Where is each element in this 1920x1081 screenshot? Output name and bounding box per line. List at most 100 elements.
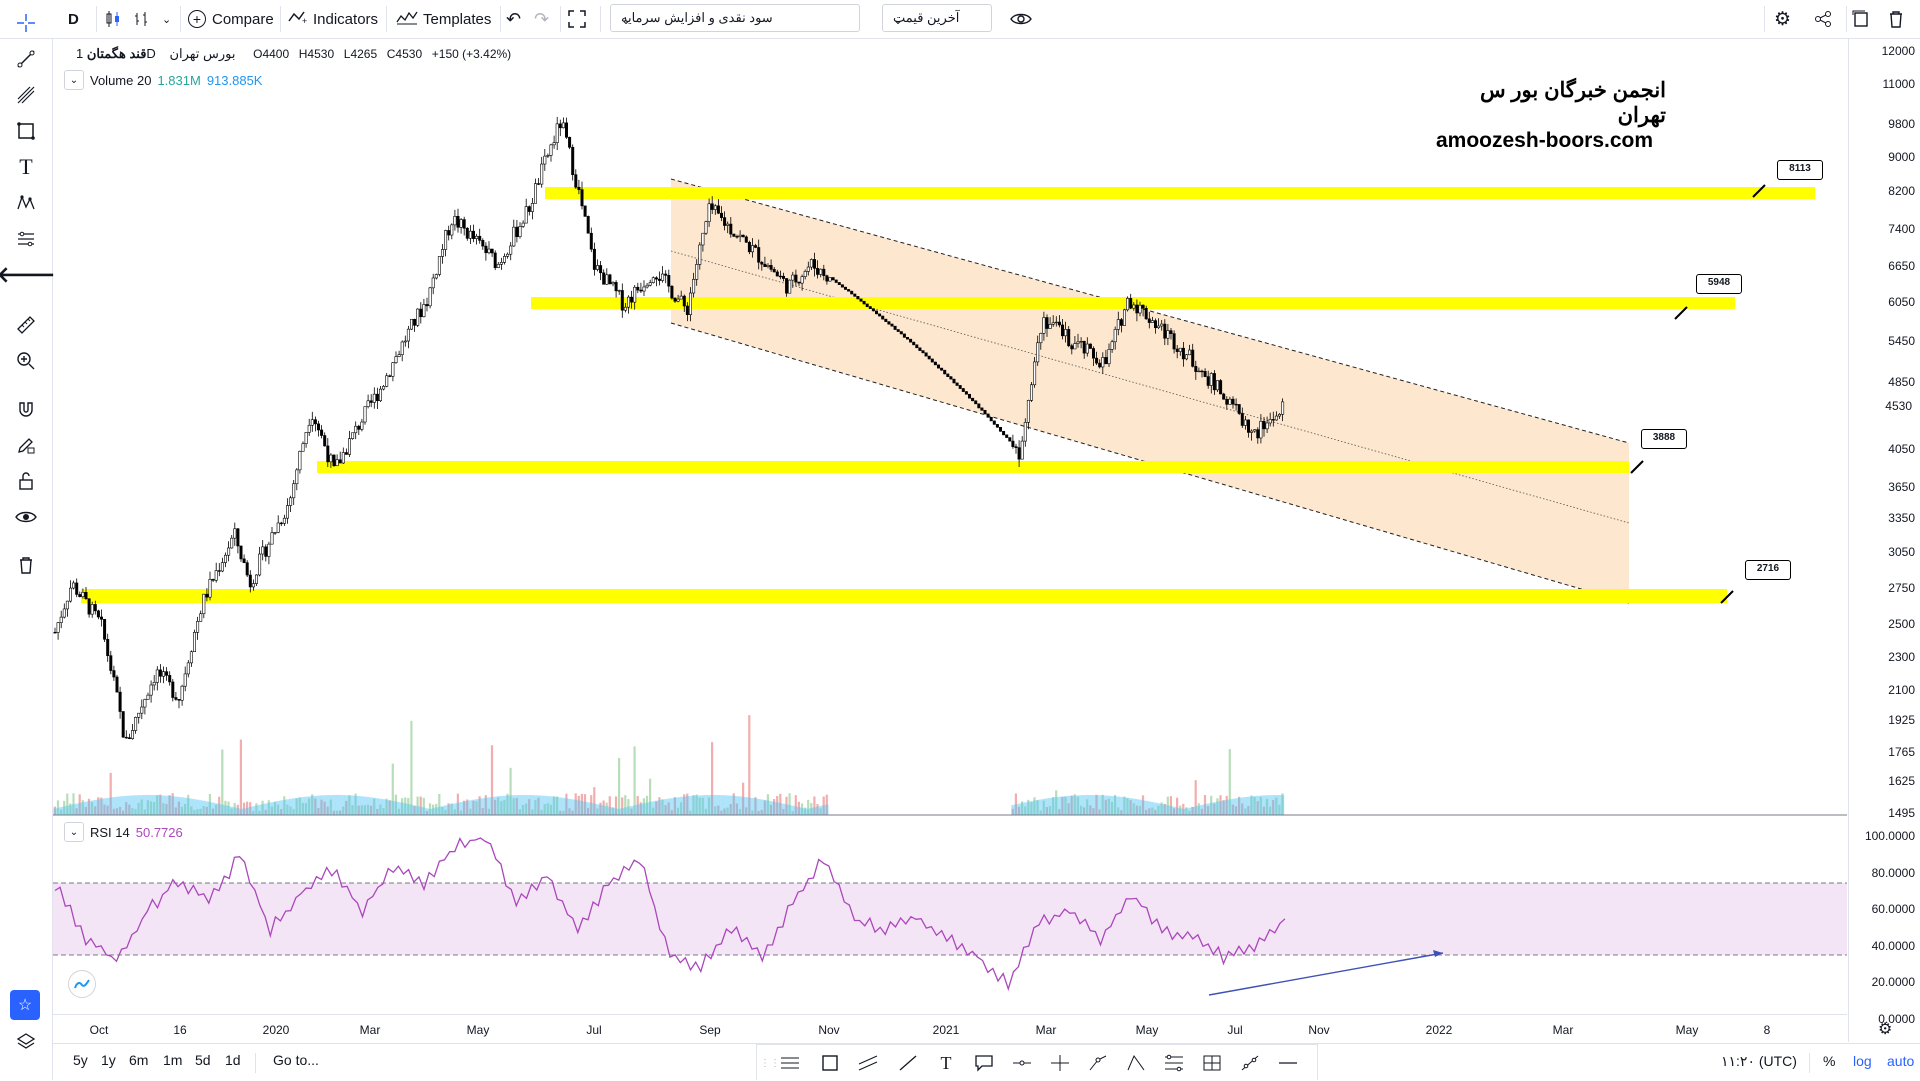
pattern-icon[interactable] <box>12 189 40 217</box>
chart-area[interactable] <box>53 39 1847 1042</box>
candle-body <box>1219 380 1223 395</box>
volume-bar <box>342 806 345 815</box>
candle-body <box>1079 340 1083 343</box>
interval-button[interactable]: D <box>68 10 79 28</box>
volume-ma-area <box>205 801 209 815</box>
eye-icon[interactable] <box>1010 6 1032 32</box>
rsi-label[interactable]: RSI 14 <box>90 824 130 840</box>
volume-ma-area <box>657 800 662 815</box>
chevron-down-icon[interactable]: ⌄ <box>162 13 172 26</box>
templates-button[interactable]: Templates <box>396 6 491 32</box>
cross-line-icon[interactable] <box>1049 1053 1071 1073</box>
settings-gear-icon[interactable]: ⚙ <box>1774 8 1792 30</box>
volume-label[interactable]: Volume 20 <box>90 72 152 88</box>
lock-icon[interactable] <box>12 467 40 495</box>
range-5d[interactable]: 5d <box>195 1052 211 1068</box>
percent-toggle[interactable]: % <box>1823 1053 1836 1069</box>
log-toggle[interactable]: log <box>1853 1053 1872 1069</box>
collapse-chevron-icon[interactable]: ⌄ <box>64 822 84 842</box>
candle-body <box>533 183 537 204</box>
price-range-icon[interactable] <box>1201 1053 1223 1073</box>
volume-bar <box>611 807 614 815</box>
auto-toggle[interactable]: auto <box>1887 1053 1915 1069</box>
fib-icon[interactable] <box>1163 1053 1185 1073</box>
price-flag-8113[interactable]: 8113 <box>1777 160 1823 180</box>
volume-ma-area <box>1277 795 1282 815</box>
zoom-in-icon[interactable] <box>12 347 40 375</box>
bar-style-icon[interactable] <box>134 6 150 32</box>
horizontal-line-icon[interactable] <box>1277 1053 1299 1073</box>
price-tick: 4050 <box>1888 442 1915 456</box>
horizontal-ray-icon[interactable] <box>1011 1053 1033 1073</box>
volume-ma-area <box>1188 807 1192 815</box>
trend-line-icon[interactable] <box>12 45 40 73</box>
price-flag-2716[interactable]: 2716 <box>1745 560 1791 580</box>
compare-button[interactable]: + Compare <box>188 6 274 32</box>
volume-ma-area <box>1126 797 1130 815</box>
range-1d[interactable]: 1d <box>225 1052 241 1068</box>
eye-icon[interactable] <box>12 503 40 531</box>
goto-button[interactable]: Go to... <box>273 1052 319 1068</box>
undo-icon[interactable]: ↶ <box>506 8 522 29</box>
range-5y[interactable]: 5y <box>73 1052 88 1068</box>
candle-style-icon[interactable] <box>104 6 122 32</box>
trash-icon[interactable] <box>1888 6 1904 32</box>
candle-body <box>521 222 525 227</box>
pitchfork-icon[interactable] <box>12 81 40 109</box>
volume-bar <box>1154 809 1157 815</box>
range-6m[interactable]: 6m <box>129 1052 149 1068</box>
price-flag-5948[interactable]: 5948 <box>1696 274 1742 294</box>
range-1m[interactable]: 1m <box>163 1052 183 1068</box>
candle-body <box>887 321 891 325</box>
text-tool-icon[interactable]: T <box>940 1052 952 1073</box>
callout-icon[interactable] <box>973 1053 995 1073</box>
rectangle-icon[interactable] <box>819 1053 841 1073</box>
volume-ma-area <box>710 795 714 815</box>
favorites-star-icon[interactable]: ☆ <box>10 990 40 1020</box>
fullscreen-icon[interactable] <box>568 6 586 32</box>
crosshair-icon[interactable] <box>12 9 40 37</box>
arrow-left-icon[interactable]: 🡐 <box>0 262 56 287</box>
text-tool-icon[interactable]: T <box>19 154 33 179</box>
volume-ma-area <box>1181 808 1185 815</box>
layers-icon[interactable] <box>12 1027 40 1055</box>
ruler-icon[interactable] <box>12 311 40 339</box>
candle-body <box>648 282 652 286</box>
pencil-lock-icon[interactable] <box>12 431 40 459</box>
volume-bar <box>438 793 441 815</box>
path-icon[interactable] <box>1087 1053 1109 1073</box>
magnet-icon[interactable] <box>12 395 40 423</box>
parallel-channel-icon[interactable] <box>857 1053 879 1073</box>
volume-ma-area <box>1091 795 1096 815</box>
volume-ma-area <box>214 803 218 815</box>
axis-settings-gear-icon[interactable]: ⚙ <box>1878 1021 1893 1038</box>
symbol-name[interactable]: قند هگمتان <box>86 46 147 61</box>
script-select[interactable]: سود نقدی و افزایش سرمایه ⌄ <box>610 4 860 32</box>
trash-icon[interactable] <box>12 551 40 579</box>
volume-bar <box>717 805 720 815</box>
range-1y[interactable]: 1y <box>101 1052 116 1068</box>
collapse-chevron-icon[interactable]: ⌄ <box>64 70 84 90</box>
price-source-select[interactable]: آخرین قیمت ⌄ <box>882 4 992 32</box>
indicators-button[interactable]: + Indicators <box>288 6 378 32</box>
divergence-arrow <box>1433 950 1443 957</box>
drag-handle-icon[interactable]: ⋮⋮ <box>760 1057 780 1069</box>
prediction-icon[interactable] <box>12 225 40 253</box>
extended-line-icon[interactable] <box>1239 1053 1261 1073</box>
volume-bar <box>478 796 481 815</box>
time-axis[interactable]: Oct 16 2020 Mar May Jul Sep Nov 2021 Mar May Jul Nov… <box>53 1014 1847 1043</box>
price-flag-3888[interactable]: 3888 <box>1641 429 1687 449</box>
candle-body <box>940 367 944 371</box>
tradingview-logo-icon[interactable] <box>68 970 96 998</box>
angle-icon[interactable] <box>1125 1053 1147 1073</box>
candle-body <box>797 281 801 284</box>
price-axis[interactable]: 12000 11000 9800 9000 8200 7400 6650 6050 5450 48… <box>1848 39 1920 1042</box>
horizontal-lines-icon[interactable] <box>779 1053 801 1073</box>
clock-time[interactable]: ۱۱:۲۰ (UTC) <box>1721 1053 1797 1069</box>
share-icon[interactable] <box>1814 6 1832 32</box>
snapshot-icon[interactable] <box>1852 6 1870 32</box>
rectangle-icon[interactable] <box>12 117 40 145</box>
trend-line-icon[interactable] <box>897 1053 919 1073</box>
volume-ma-area <box>1020 802 1024 815</box>
redo-icon[interactable]: ↷ <box>534 8 550 29</box>
